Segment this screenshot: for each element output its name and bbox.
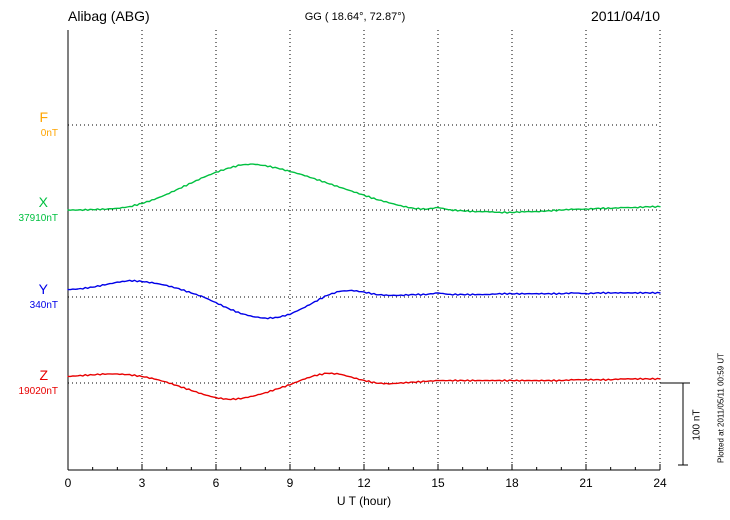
plot-date: 2011/04/10: [590, 8, 660, 24]
component-label-Z: Z: [39, 367, 48, 383]
component-label-X: X: [38, 194, 48, 210]
x-tick-3: 3: [138, 476, 146, 490]
component-label-F: F: [39, 109, 48, 125]
plotted-at-note: Plotted at 2011/05/11 00:59 UT: [716, 352, 726, 464]
geo-coords: GG ( 18.64°, 72.87°): [304, 11, 406, 23]
x-tick-15: 15: [431, 476, 445, 490]
component-label-Y: Y: [38, 281, 48, 297]
component-baseline-Z: 19020nT: [18, 386, 58, 397]
x-tick-12: 12: [357, 476, 371, 490]
component-baseline-X: 37910nT: [18, 213, 58, 224]
x-tick-9: 9: [286, 476, 294, 490]
x-tick-21: 21: [579, 476, 593, 490]
scalebar-label: 100 nT: [691, 409, 703, 441]
x-tick-0: 0: [64, 476, 72, 490]
component-baseline-Y: 340nT: [29, 300, 58, 311]
component-baseline-F: 0nT: [40, 128, 58, 139]
x-tick-labels: 0 3 6 9 12 15 18 21 24: [0, 476, 730, 490]
x-tick-24: 24: [653, 476, 667, 490]
x-tick-18: 18: [505, 476, 519, 490]
x-axis-label: U T (hour): [336, 494, 392, 508]
x-tick-6: 6: [212, 476, 220, 490]
station-title: Alibag (ABG): [68, 8, 150, 24]
